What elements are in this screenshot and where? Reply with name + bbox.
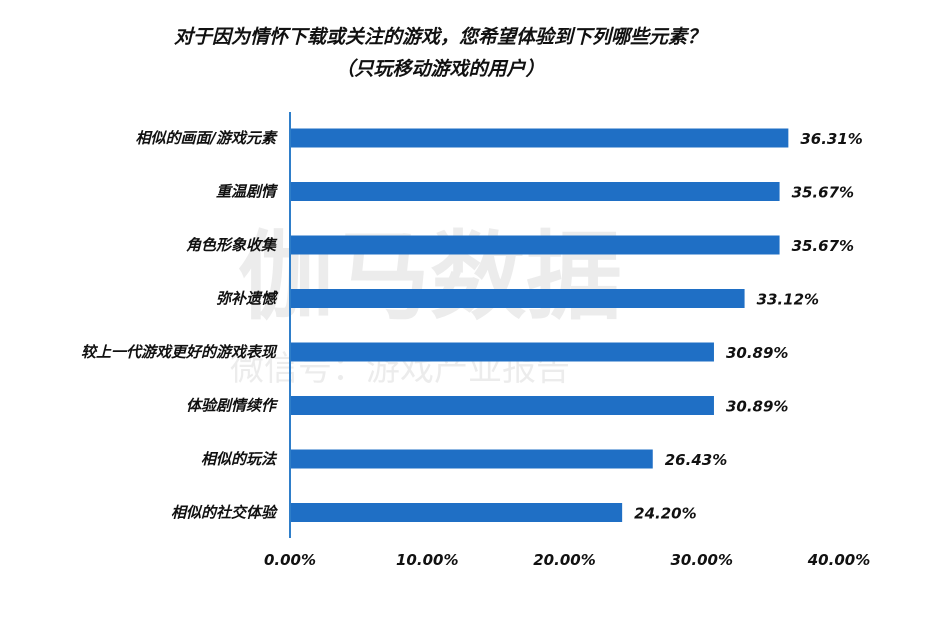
- x-tick-label: 40.00%: [807, 551, 870, 569]
- bar: [291, 182, 780, 201]
- value-label: 35.67%: [792, 184, 854, 202]
- x-tick-label: 20.00%: [533, 551, 595, 569]
- category-label: 相似的玩法: [201, 450, 278, 468]
- bar: [291, 449, 653, 469]
- category-label: 重温剧情: [216, 183, 279, 201]
- category-label: 相似的社交体验: [171, 504, 279, 522]
- bars-group: [291, 128, 789, 522]
- category-label: 弥补遗憾: [216, 290, 279, 308]
- bar: [291, 342, 714, 362]
- chart-subtitle: （只玩移动游戏的用户）: [335, 58, 544, 80]
- category-label: 角色形象收集: [186, 236, 278, 254]
- value-label: 36.31%: [800, 130, 862, 148]
- x-tick-labels-group: 0.00% 10.00% 20.00% 30.00% 40.00%: [264, 551, 870, 569]
- value-label: 30.89%: [726, 344, 788, 362]
- value-label: 30.89%: [726, 398, 788, 416]
- bar: [291, 396, 714, 415]
- bar: [291, 235, 780, 255]
- bar: [291, 128, 789, 148]
- category-label: 体验剧情续作: [186, 397, 279, 415]
- chart-title: 对于因为情怀下载或关注的游戏，您希望体验到下列哪些元素？: [174, 26, 706, 48]
- x-tick-label: 30.00%: [671, 551, 733, 569]
- category-label: 相似的画面/游戏元素: [136, 129, 278, 147]
- bar: [291, 503, 623, 522]
- bar: [291, 289, 745, 308]
- value-label: 24.20%: [634, 505, 696, 523]
- value-label: 33.12%: [757, 291, 819, 309]
- value-labels-group: 36.31% 35.67% 35.67% 33.12% 30.89% 30.89% 26.4…: [634, 130, 863, 523]
- value-label: 35.67%: [792, 237, 854, 255]
- category-labels-group: 相似的画面/游戏元素重温剧情角色形象收集弥补遗憾较上一代游戏更好的游戏表现体验剧…: [81, 129, 279, 522]
- value-label: 26.43%: [665, 451, 727, 469]
- category-label: 较上一代游戏更好的游戏表现: [81, 343, 278, 361]
- x-tick-label: 10.00%: [396, 551, 458, 569]
- x-tick-label: 0.00%: [264, 551, 316, 569]
